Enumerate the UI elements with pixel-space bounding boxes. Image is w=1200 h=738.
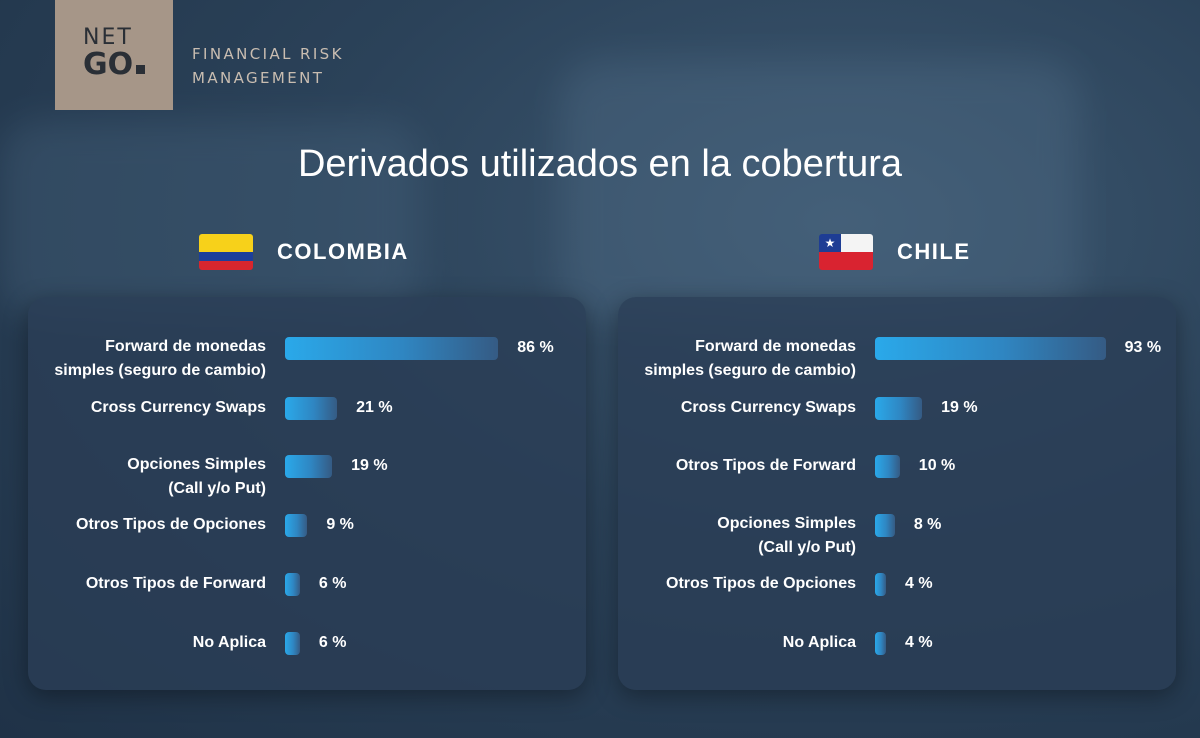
bar <box>875 514 895 537</box>
category-label: Opciones Simples (Call y/o Put) <box>626 512 856 560</box>
category-label: Forward de monedas simples (seguro de cam… <box>626 335 856 383</box>
page-title: Derivados utilizados en la cobertura <box>297 143 903 185</box>
category-label: Cross Currency Swaps <box>36 396 266 420</box>
bar <box>875 337 1106 360</box>
bar <box>285 397 338 420</box>
logo-dot <box>136 65 146 74</box>
category-label-line: No Aplica <box>192 634 266 651</box>
colombia-flag-icon <box>199 234 253 270</box>
background-photo <box>0 120 420 320</box>
category-label-line: Otros Tipos de Forward <box>675 457 856 474</box>
country-header-colombia: COLOMBIA <box>199 234 409 270</box>
category-label-line: (Call y/o Put) <box>168 480 266 497</box>
data-label: 19 % <box>351 457 388 474</box>
category-label-line: Otros Tipos de Forward <box>85 575 266 592</box>
background-photo <box>560 60 1080 320</box>
category-label-line: Otros Tipos de Opciones <box>76 516 266 533</box>
data-label: 93 % <box>1124 339 1162 356</box>
category-label-line: Forward de monedas <box>105 338 266 355</box>
category-label-line: Cross Currency Swaps <box>90 399 266 416</box>
bar <box>285 514 308 537</box>
country-name: CHILE <box>897 239 971 264</box>
bar <box>285 337 499 360</box>
data-label: 19 % <box>941 399 978 416</box>
category-label-line: Forward de monedas <box>695 338 856 355</box>
category-label: Otros Tipos de Forward <box>626 454 856 478</box>
data-label: 9 % <box>326 516 354 533</box>
data-label: 4 % <box>905 575 933 592</box>
bar <box>875 397 923 420</box>
netgo-logo: NET GO <box>55 0 173 110</box>
data-label: 4 % <box>905 634 933 651</box>
data-label: 6 % <box>318 634 347 651</box>
data-label: 8 % <box>913 516 942 533</box>
logo-tagline: FINANCIAL RISK MANAGEMENT <box>192 42 344 90</box>
category-label-line: simples (seguro de cambio) <box>54 362 266 379</box>
tagline-line-2: MANAGEMENT <box>192 69 325 87</box>
category-label: Otros Tipos de Forward <box>36 572 266 596</box>
country-name: COLOMBIA <box>277 239 409 264</box>
data-label: 21 % <box>356 399 393 416</box>
data-label: 86 % <box>517 339 554 356</box>
category-label: No Aplica <box>626 631 856 655</box>
bar <box>875 632 886 655</box>
category-label-line: Cross Currency Swaps <box>680 399 856 416</box>
data-label: 10 % <box>918 457 956 474</box>
bar <box>285 455 333 478</box>
country-header-chile: ★ CHILE <box>819 234 971 270</box>
category-label: Otros Tipos de Opciones <box>36 513 266 537</box>
category-label-line: Opciones Simples <box>717 515 856 532</box>
logo-text-go: GO <box>83 47 134 82</box>
category-label-line: Opciones Simples <box>127 456 266 473</box>
category-label: Cross Currency Swaps <box>626 396 856 420</box>
category-label: Forward de monedas simples (seguro de cam… <box>36 335 266 383</box>
tagline-line-1: FINANCIAL RISK <box>192 45 344 63</box>
bar <box>875 455 900 478</box>
bar <box>285 632 300 655</box>
category-label-line: Otros Tipos de Opciones <box>666 575 856 592</box>
bar <box>285 573 300 596</box>
chart-panel-colombia: Forward de monedas simples (seguro de cam… <box>28 297 586 690</box>
category-label: No Aplica <box>36 631 266 655</box>
category-label-line: simples (seguro de cambio) <box>644 362 856 379</box>
logo-text-net: NET <box>83 25 133 50</box>
category-label: Otros Tipos de Opciones <box>626 572 856 596</box>
chile-flag-icon: ★ <box>819 234 873 270</box>
category-label-line: No Aplica <box>782 634 856 651</box>
data-label: 6 % <box>318 575 347 592</box>
category-label-line: (Call y/o Put) <box>758 539 856 556</box>
category-label: Opciones Simples (Call y/o Put) <box>36 453 266 501</box>
chart-panel-chile: Forward de monedas simples (seguro de cam… <box>618 297 1176 690</box>
bar <box>875 573 886 596</box>
